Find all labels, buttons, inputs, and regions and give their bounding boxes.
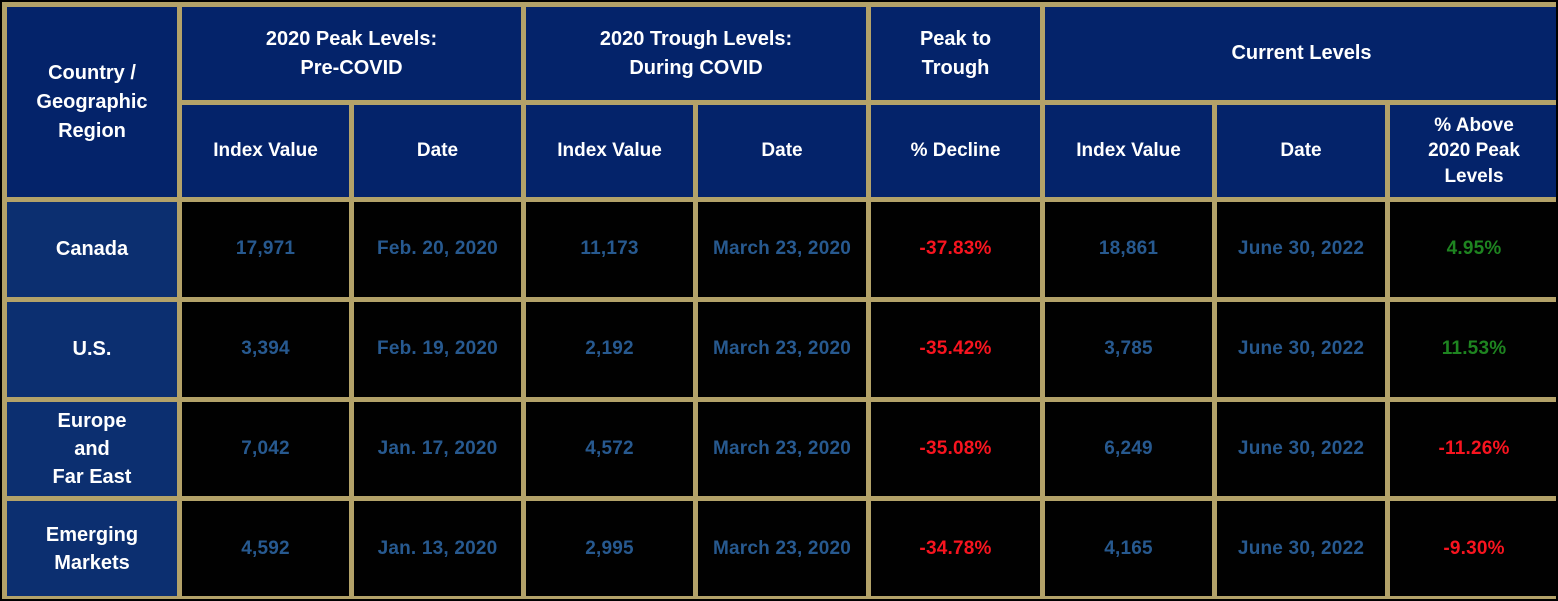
cell-em-pct-decline: -34.78% <box>866 496 1046 599</box>
cell-us-current-date: June 30, 2022 <box>1212 296 1391 402</box>
table-row-europe-far-east: Europe and Far East 7,042 Jan. 17, 2020 … <box>2 396 1556 502</box>
cell-us-pct-above: 11.53% <box>1385 296 1556 402</box>
cell-em-peak-index: 4,592 <box>177 496 354 599</box>
cell-us-pct-decline: -35.42% <box>866 296 1046 402</box>
subheader-current-index-value: Index Value <box>1040 100 1218 202</box>
cell-us-peak-index: 3,394 <box>177 296 354 402</box>
cell-em-current-date: June 30, 2022 <box>1212 496 1391 599</box>
cell-em-trough-index: 2,995 <box>521 496 698 599</box>
table-row-emerging-markets: Emerging Markets 4,592 Jan. 13, 2020 2,9… <box>2 496 1556 599</box>
table-row-us: U.S. 3,394 Feb. 19, 2020 2,192 March 23,… <box>2 296 1556 402</box>
cell-us-trough-index: 2,192 <box>521 296 698 402</box>
subheader-pct-decline: % Decline <box>866 100 1046 202</box>
cell-canada-trough-index: 11,173 <box>521 197 698 302</box>
cell-efe-peak-index: 7,042 <box>177 396 354 502</box>
cell-em-pct-above: -9.30% <box>1385 496 1556 599</box>
cell-us-peak-date: Feb. 19, 2020 <box>349 296 526 402</box>
group-header-current-levels: Current Levels <box>1040 2 1556 105</box>
cell-canada-pct-above: 4.95% <box>1385 197 1556 302</box>
subheader-current-date: Date <box>1212 100 1391 202</box>
cell-efe-trough-date: March 23, 2020 <box>692 396 872 502</box>
group-header-peak-levels: 2020 Peak Levels: Pre-COVID <box>177 2 526 105</box>
region-label-us: U.S. <box>2 296 182 402</box>
subheader-pct-above-peak: % Above 2020 Peak Levels <box>1385 100 1556 202</box>
cell-em-peak-date: Jan. 13, 2020 <box>349 496 526 599</box>
group-header-trough-levels: 2020 Trough Levels: During COVID <box>520 2 872 105</box>
cell-em-trough-date: March 23, 2020 <box>692 496 872 599</box>
table-row-canada: Canada 17,971 Feb. 20, 2020 11,173 March… <box>2 197 1556 302</box>
region-label-europe-far-east: Europe and Far East <box>2 396 182 502</box>
corner-header-region: Country / Geographic Region <box>2 2 182 202</box>
cell-canada-peak-date: Feb. 20, 2020 <box>349 197 526 302</box>
cell-efe-pct-decline: -35.08% <box>866 396 1046 502</box>
region-label-canada: Canada <box>2 197 182 302</box>
subheader-trough-date: Date <box>692 100 872 202</box>
cell-em-current-index: 4,165 <box>1040 496 1218 599</box>
cell-canada-current-index: 18,861 <box>1040 197 1218 302</box>
cell-efe-current-index: 6,249 <box>1040 396 1218 502</box>
subheader-peak-date: Date <box>349 100 526 202</box>
subheader-peak-index-value: Index Value <box>177 100 354 202</box>
cell-canada-peak-index: 17,971 <box>177 197 354 302</box>
region-label-emerging-markets: Emerging Markets <box>2 496 182 599</box>
cell-us-trough-date: March 23, 2020 <box>692 296 872 402</box>
subheader-trough-index-value: Index Value <box>521 100 698 202</box>
group-header-peak-to-trough: Peak to Trough <box>866 2 1046 105</box>
cell-efe-pct-above: -11.26% <box>1385 396 1556 502</box>
cell-canada-current-date: June 30, 2022 <box>1212 197 1391 302</box>
cell-canada-pct-decline: -37.83% <box>866 197 1046 302</box>
cell-efe-current-date: June 30, 2022 <box>1212 396 1391 502</box>
cell-us-current-index: 3,785 <box>1040 296 1218 402</box>
cell-efe-peak-date: Jan. 17, 2020 <box>349 396 526 502</box>
cell-canada-trough-date: March 23, 2020 <box>692 197 872 302</box>
cell-efe-trough-index: 4,572 <box>521 396 698 502</box>
